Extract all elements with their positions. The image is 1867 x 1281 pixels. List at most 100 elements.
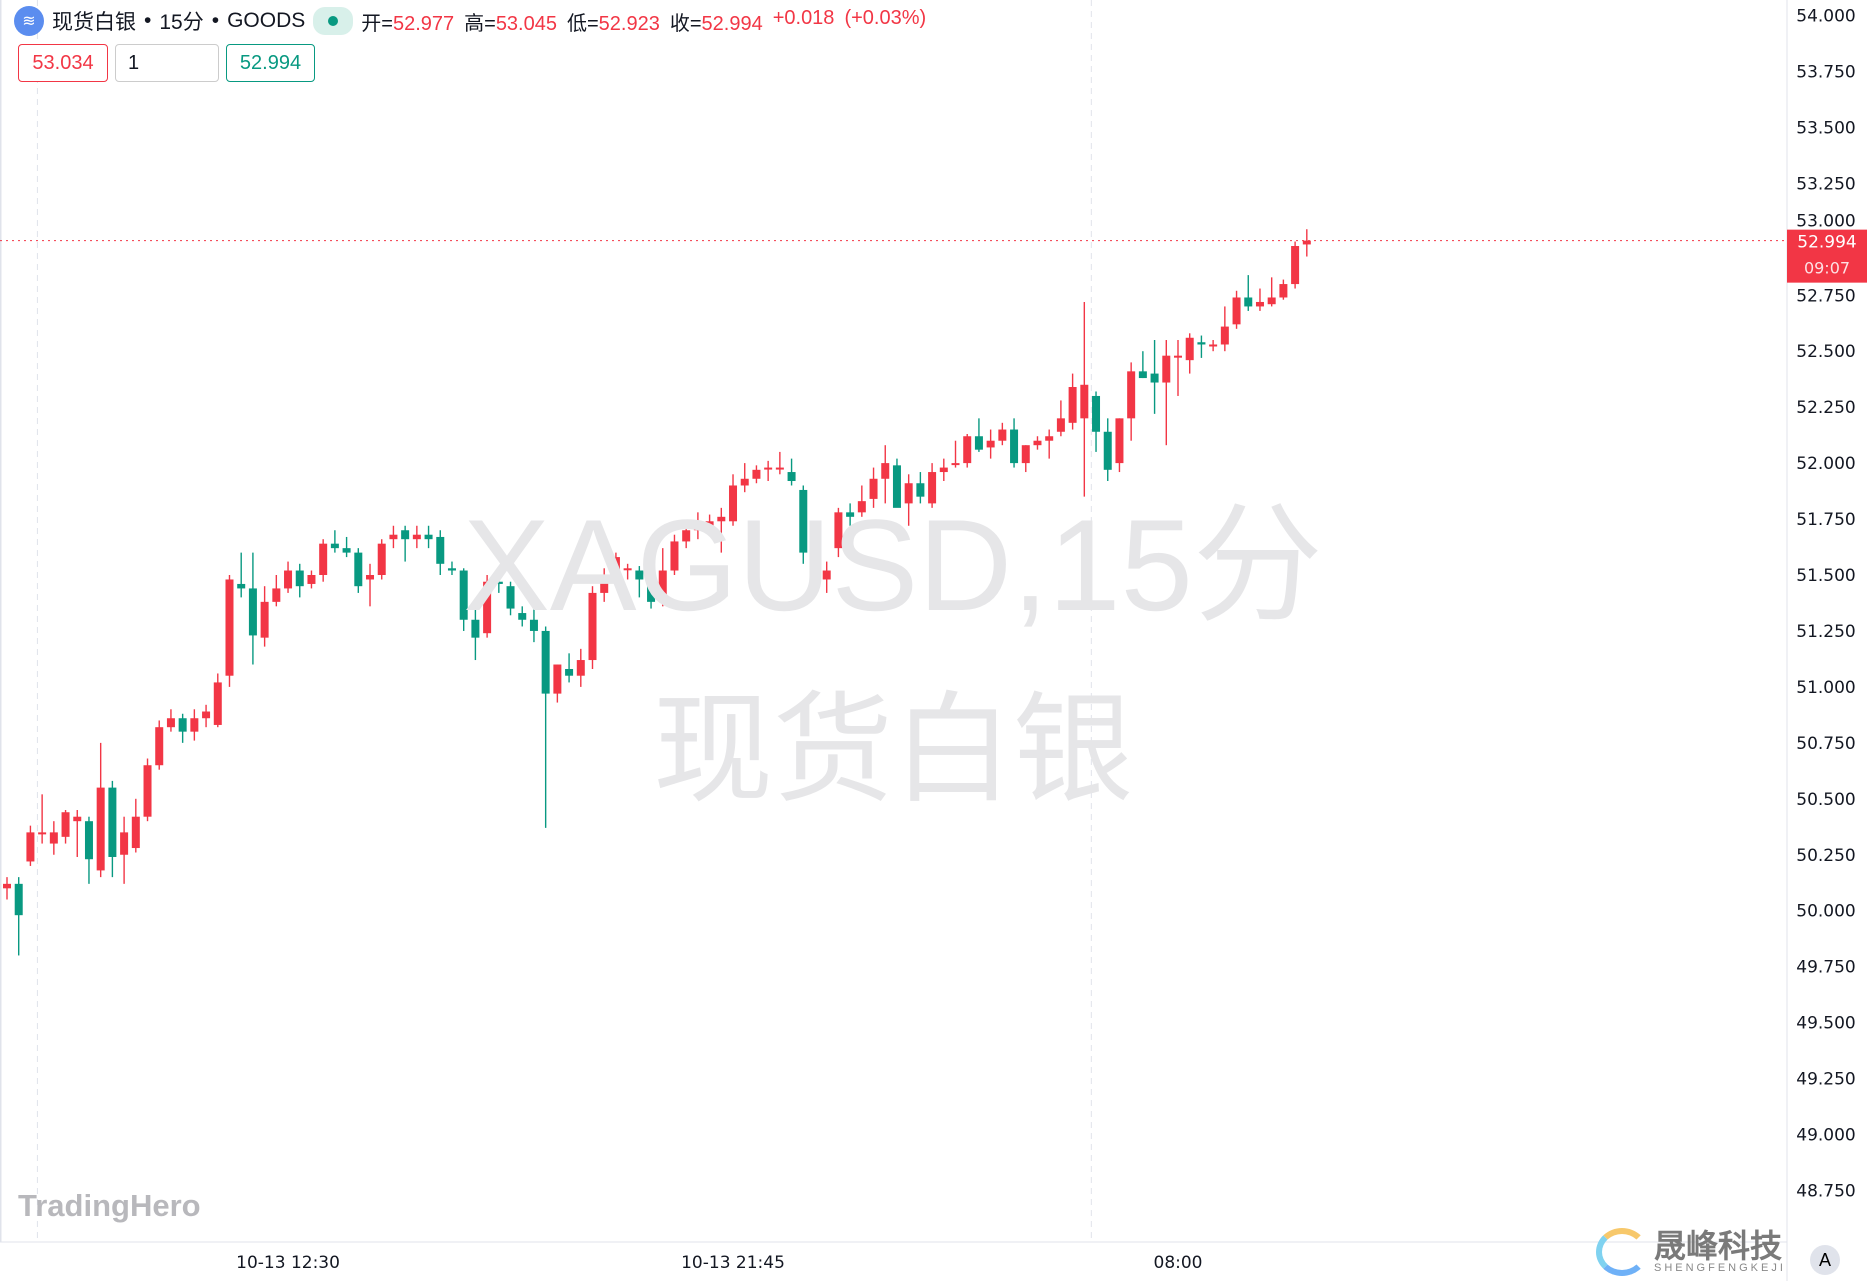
candle-body bbox=[670, 541, 679, 571]
candle-body bbox=[330, 543, 339, 549]
candle bbox=[284, 561, 293, 593]
candle-body bbox=[951, 463, 960, 466]
market-status-icon[interactable] bbox=[313, 7, 354, 35]
candle bbox=[471, 608, 480, 661]
brand-logo: 晟峰科技 SHENGFENGKEJI bbox=[1596, 1228, 1786, 1276]
price-tick-label: 51.000 bbox=[1796, 678, 1855, 698]
candle bbox=[248, 552, 257, 665]
candle bbox=[1267, 277, 1276, 307]
candle bbox=[1056, 400, 1065, 437]
candle-body bbox=[284, 570, 293, 589]
candle-body bbox=[846, 512, 855, 517]
candle-body bbox=[1068, 387, 1077, 423]
quantity-input[interactable]: 1 bbox=[115, 44, 219, 82]
candle-body bbox=[729, 485, 738, 522]
candle bbox=[1232, 290, 1241, 329]
interval[interactable]: 15分 bbox=[159, 11, 204, 34]
candle-body bbox=[84, 821, 93, 860]
price-tick-label: 52.250 bbox=[1796, 398, 1855, 418]
change-value: +0.018 bbox=[772, 6, 835, 29]
price-tick-label: 53.000 bbox=[1796, 212, 1855, 232]
candle bbox=[447, 561, 456, 575]
candle-body bbox=[307, 575, 316, 584]
candle bbox=[73, 809, 82, 857]
candle-body bbox=[1209, 344, 1218, 347]
candle bbox=[26, 825, 35, 866]
price-tick-label: 49.500 bbox=[1796, 1014, 1855, 1034]
candle bbox=[693, 512, 702, 540]
brand-swirl-icon bbox=[1596, 1228, 1648, 1276]
candle-body bbox=[822, 570, 831, 580]
candle bbox=[389, 525, 398, 549]
candle bbox=[928, 463, 937, 508]
price-tick-label: 54.000 bbox=[1796, 7, 1855, 27]
candle bbox=[717, 507, 726, 553]
candle-body bbox=[1232, 297, 1241, 325]
symbol-name[interactable]: 现货白银 bbox=[52, 11, 136, 34]
candle-body bbox=[1197, 342, 1206, 345]
candle bbox=[857, 485, 866, 517]
candle-body bbox=[120, 832, 129, 855]
candle-body bbox=[1302, 240, 1311, 245]
candle bbox=[600, 568, 609, 602]
candle bbox=[436, 530, 445, 575]
candle bbox=[354, 548, 363, 593]
price-tick-label: 49.000 bbox=[1796, 1126, 1855, 1146]
change-percent: (+0.03%) bbox=[844, 6, 927, 29]
price-tick-label: 50.750 bbox=[1796, 734, 1855, 754]
candle-body bbox=[1092, 395, 1101, 432]
ohlc-legend: 开=52.977 高=53.045 低=52.923 收=52.994 +0.0… bbox=[361, 7, 926, 36]
candle bbox=[1150, 340, 1159, 414]
price-tick-label: 53.750 bbox=[1796, 62, 1855, 82]
candle-body bbox=[775, 467, 784, 470]
candle bbox=[342, 536, 351, 558]
candle-body bbox=[506, 586, 515, 609]
symbol-header: ≋ 现货白银 • 15分 • GOODS 开=52.977 高=53.045 低… bbox=[14, 6, 926, 36]
last-price-badge bbox=[1787, 229, 1867, 283]
candle bbox=[1174, 340, 1182, 396]
candle-body bbox=[1080, 384, 1089, 419]
candle bbox=[529, 606, 538, 643]
close-label: 收= bbox=[669, 12, 702, 35]
candle-body bbox=[600, 575, 609, 593]
price-tick-label: 50.500 bbox=[1796, 790, 1855, 810]
candle-body bbox=[155, 727, 164, 766]
candle bbox=[225, 575, 234, 687]
buy-button[interactable]: 52.994 bbox=[226, 44, 315, 82]
candle bbox=[272, 575, 281, 607]
candle-body bbox=[529, 619, 538, 631]
price-tick-label: 52.750 bbox=[1796, 286, 1855, 306]
candle-body bbox=[1056, 418, 1065, 432]
candle-body bbox=[3, 883, 11, 889]
candle-body bbox=[705, 521, 714, 526]
candle-body bbox=[764, 467, 773, 470]
candle-body bbox=[1010, 429, 1019, 464]
candle bbox=[892, 458, 901, 508]
candle-body bbox=[459, 570, 468, 620]
candle-body bbox=[576, 660, 585, 676]
candle bbox=[1291, 241, 1300, 289]
candle-body bbox=[38, 832, 47, 835]
candle-body bbox=[1244, 297, 1253, 307]
price-tick-label: 48.750 bbox=[1796, 1181, 1855, 1201]
candle bbox=[1244, 275, 1253, 311]
auto-scale-button[interactable]: A bbox=[1810, 1245, 1840, 1275]
candle bbox=[670, 534, 679, 575]
sell-button[interactable]: 53.034 bbox=[18, 44, 108, 82]
candle bbox=[834, 507, 843, 558]
candle bbox=[49, 821, 58, 855]
candle-body bbox=[834, 512, 843, 549]
candle bbox=[740, 463, 749, 493]
candle bbox=[799, 485, 808, 564]
open-value: 52.977 bbox=[392, 12, 455, 35]
open-label: 开= bbox=[361, 12, 393, 35]
candle bbox=[635, 566, 644, 598]
candle-body bbox=[483, 581, 492, 634]
candle bbox=[260, 586, 269, 647]
candle-body bbox=[916, 483, 925, 497]
candle bbox=[705, 514, 714, 535]
candle bbox=[506, 581, 515, 616]
candle bbox=[518, 606, 527, 627]
candle bbox=[810, 548, 819, 587]
